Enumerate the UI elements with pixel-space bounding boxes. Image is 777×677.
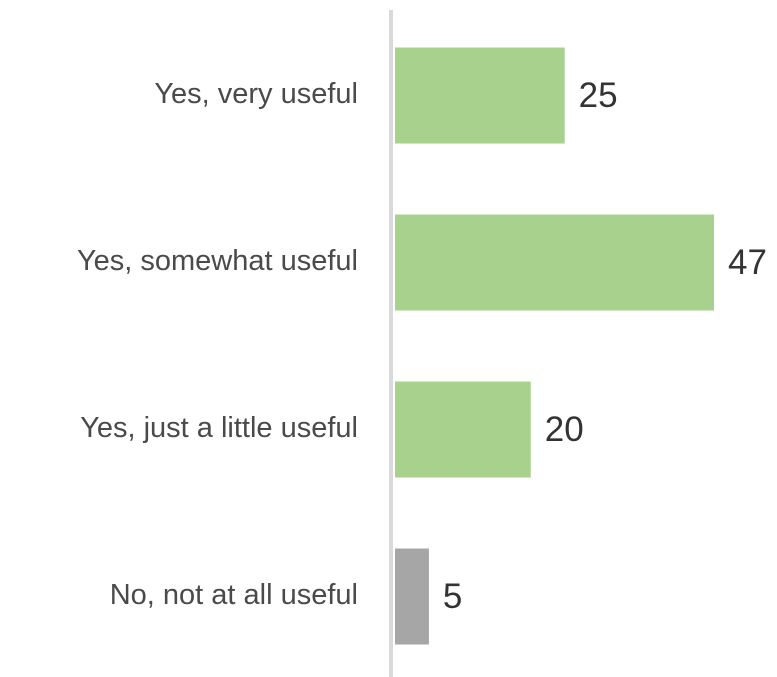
category-label: Yes, just a little useful [80, 412, 358, 444]
data-label: 5 [443, 577, 462, 616]
category-label: No, not at all useful [110, 579, 358, 611]
category-label: Yes, somewhat useful [77, 245, 358, 277]
bar [395, 47, 565, 144]
category-label: Yes, very useful [154, 78, 358, 110]
bar [395, 548, 429, 645]
bar [395, 381, 531, 478]
data-label: 47 [728, 243, 767, 282]
data-label: 20 [545, 410, 584, 449]
data-label: 25 [579, 76, 618, 115]
bar [395, 214, 714, 311]
